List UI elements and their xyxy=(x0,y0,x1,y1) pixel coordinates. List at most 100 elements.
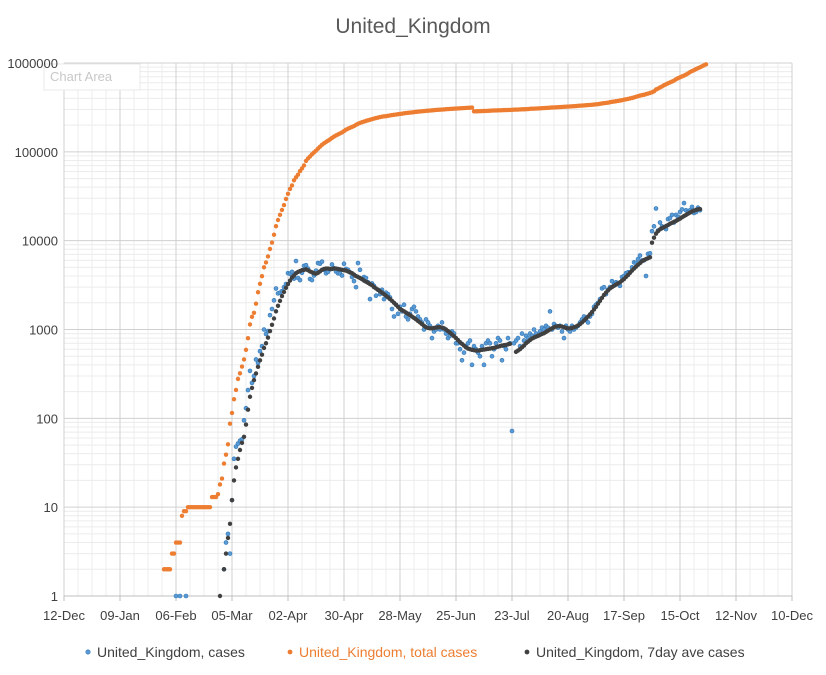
cases-point xyxy=(669,212,675,218)
cases-point xyxy=(413,309,419,314)
x-tick-label: 30-Apr xyxy=(324,608,364,623)
x-tick-label: 23-Jul xyxy=(494,608,530,623)
cases-point xyxy=(257,348,263,354)
cases-point xyxy=(261,327,267,332)
total-cases-point xyxy=(167,567,173,572)
avg-cases-point xyxy=(227,521,233,526)
avg-cases-point xyxy=(287,278,293,283)
avg-cases-point xyxy=(241,434,247,439)
legend-marker-avg xyxy=(524,649,530,655)
cases-point xyxy=(293,258,299,264)
avg-cases-point xyxy=(247,394,253,399)
cases-point xyxy=(339,273,345,278)
avg-cases-point xyxy=(257,358,263,363)
cases-point xyxy=(273,286,279,291)
cases-point xyxy=(289,269,295,275)
total-cases-point xyxy=(219,476,225,481)
chart-title: United_Kingdom xyxy=(335,15,490,38)
avg-cases-point xyxy=(265,335,271,340)
avg-cases-point xyxy=(263,341,269,346)
avg-cases-point xyxy=(283,285,289,290)
cases-point xyxy=(647,251,653,256)
cases-point xyxy=(515,335,521,341)
legend-label-cases: United_Kingdom, cases xyxy=(97,644,245,660)
x-tick-label: 20-Aug xyxy=(547,608,589,623)
cases-point xyxy=(531,327,537,332)
total-cases-point xyxy=(703,62,709,67)
avg-cases-point xyxy=(279,293,285,299)
avg-cases-point xyxy=(217,593,223,599)
avg-cases-point xyxy=(651,235,657,240)
cases-point xyxy=(489,353,495,359)
total-cases-point xyxy=(267,246,273,252)
cases-point xyxy=(357,267,363,273)
legend-marker-total xyxy=(287,649,293,655)
total-cases-point xyxy=(227,421,233,426)
total-cases-point xyxy=(271,232,277,237)
x-tick-label: 15-Oct xyxy=(660,608,699,623)
cases-point xyxy=(657,220,663,225)
cases-point xyxy=(245,387,251,393)
cases-point xyxy=(303,262,309,268)
total-cases-point xyxy=(295,172,301,177)
cases-point xyxy=(319,259,325,264)
y-tick-label: 1 xyxy=(51,589,58,604)
cases-point xyxy=(241,418,247,423)
cases-point xyxy=(637,253,643,258)
cases-point xyxy=(601,284,607,290)
cases-point xyxy=(341,261,347,267)
cases-point xyxy=(509,428,515,434)
cases-point xyxy=(461,350,467,355)
cases-point xyxy=(227,551,233,556)
x-tick-label: 28-May xyxy=(378,608,422,623)
x-tick-label: 12-Nov xyxy=(715,608,757,623)
avg-cases-point xyxy=(259,352,265,357)
chart-area-hover-label: Chart Area xyxy=(50,69,113,84)
total-cases-point xyxy=(265,254,271,259)
cases-point xyxy=(547,309,553,314)
cases-point xyxy=(469,362,475,368)
cases-point xyxy=(177,593,183,599)
avg-cases-point xyxy=(239,440,245,446)
avg-cases-point xyxy=(223,551,229,556)
cases-point xyxy=(459,358,465,363)
plot-series xyxy=(161,62,709,599)
cases-point xyxy=(391,314,397,319)
cases-point xyxy=(183,593,189,599)
total-cases-point xyxy=(273,224,279,229)
avg-cases-point xyxy=(261,345,267,351)
cases-point xyxy=(425,320,431,325)
cases-point xyxy=(651,224,657,229)
cases-point xyxy=(505,335,511,341)
avg-cases-point xyxy=(233,465,239,470)
cases-point xyxy=(395,311,401,317)
grid-major xyxy=(63,62,793,597)
cases-point xyxy=(381,296,387,302)
total-cases-point xyxy=(237,371,243,376)
total-cases-point xyxy=(259,273,265,279)
avg-cases-point xyxy=(647,255,653,260)
cases-point xyxy=(401,302,407,308)
total-cases-point xyxy=(261,265,267,270)
avg-cases-point xyxy=(507,341,513,347)
total-cases-point xyxy=(253,301,259,306)
total-cases-point xyxy=(183,509,189,514)
y-tick-label: 1000000 xyxy=(7,56,58,71)
x-tick-label: 06-Feb xyxy=(155,608,196,623)
x-axis-ticks: 12-Dec 09-Jan 06-Feb 05-Mar 02-Apr 30-Apr 28-M… xyxy=(43,596,813,623)
avg-cases-point xyxy=(285,281,291,287)
cases-point xyxy=(585,320,591,325)
x-tick-label: 12-Dec xyxy=(43,608,85,623)
avg-cases-point xyxy=(271,316,277,321)
total-cases-point xyxy=(263,260,269,265)
cases-point xyxy=(353,284,359,290)
total-cases-point xyxy=(235,376,241,382)
total-cases-point xyxy=(469,105,475,110)
total-cases-point xyxy=(177,540,183,545)
total-cases-point xyxy=(217,482,223,487)
total-cases-point xyxy=(275,217,281,223)
x-tick-label: 10-Dec xyxy=(771,608,813,623)
x-tick-label: 17-Sep xyxy=(603,608,645,623)
total-cases-point xyxy=(277,212,283,218)
